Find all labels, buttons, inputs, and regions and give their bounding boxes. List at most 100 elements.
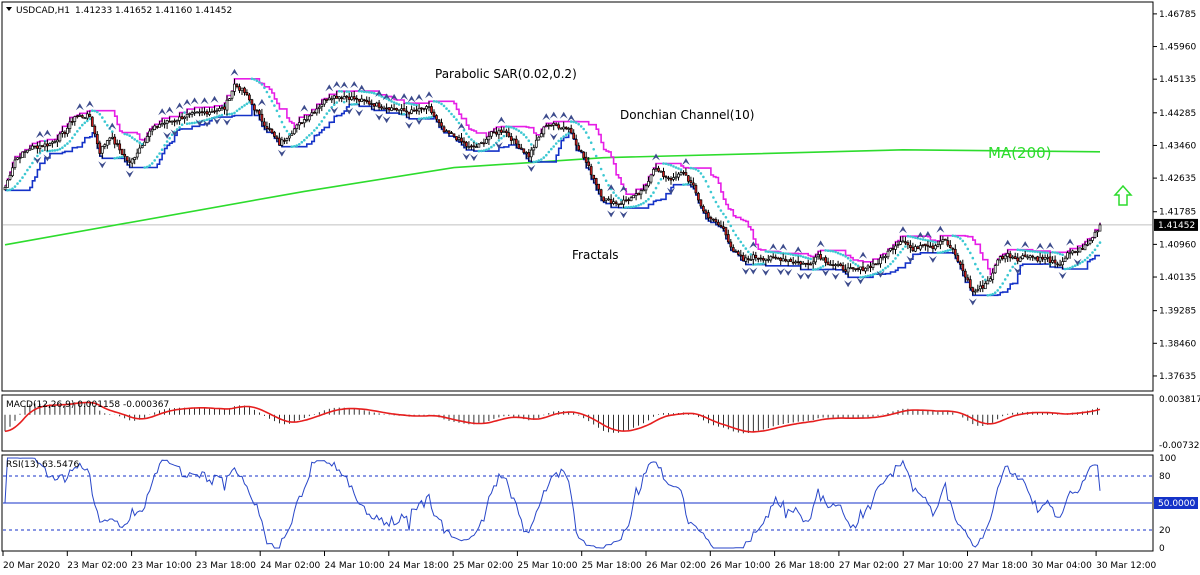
- time-tick-label: 26 Mar 10:00: [710, 561, 770, 571]
- candle-body: [968, 279, 972, 289]
- candle-body: [158, 124, 161, 128]
- candle-body: [470, 145, 473, 148]
- dropdown-triangle-icon[interactable]: [6, 7, 12, 11]
- candle-body: [292, 128, 296, 135]
- sar-dot: [377, 93, 381, 97]
- sar-dot: [647, 197, 650, 201]
- sar-dot: [809, 257, 812, 261]
- candle-body: [85, 113, 89, 119]
- candle-body: [6, 179, 9, 188]
- sar-dot: [86, 119, 89, 123]
- fractal-up-icon: [43, 129, 52, 137]
- candle-body: [1083, 244, 1087, 251]
- candle-body: [465, 142, 468, 147]
- candle-body: [185, 114, 189, 118]
- candle-body: [1026, 256, 1030, 259]
- candle-body: [278, 137, 281, 146]
- candle-body: [410, 109, 413, 114]
- sar-dot: [602, 174, 605, 177]
- sar-dot: [714, 200, 718, 204]
- sar-dot: [123, 132, 126, 136]
- candle-body: [130, 158, 134, 164]
- candle-body: [881, 256, 885, 259]
- sar-dot: [692, 167, 695, 170]
- sar-dot: [342, 100, 346, 104]
- candle-body: [193, 111, 196, 114]
- candle-body: [542, 126, 546, 135]
- sar-dot: [320, 120, 324, 123]
- candle-body: [796, 261, 800, 264]
- candle-body: [280, 139, 284, 146]
- candle-body: [1001, 256, 1005, 259]
- candle-body: [734, 250, 738, 253]
- sar-dot: [764, 250, 768, 253]
- sar-dot: [193, 121, 196, 125]
- fractal-down-icon: [375, 113, 384, 121]
- candle-body: [749, 259, 753, 261]
- candle-body: [75, 115, 79, 118]
- sar-dot: [929, 239, 932, 243]
- candle-body: [93, 125, 97, 135]
- candle-body: [896, 244, 900, 246]
- candle-body: [594, 178, 598, 186]
- candle-body: [387, 107, 391, 111]
- time-tick-label: 23 Mar 10:00: [132, 561, 192, 571]
- candle-body: [939, 240, 942, 245]
- candle-body: [592, 174, 596, 180]
- sar-dot: [495, 141, 498, 145]
- sar-dot: [624, 206, 628, 209]
- sar-dot: [749, 253, 753, 256]
- macd-panel: [1, 394, 1154, 452]
- candle-body: [260, 113, 264, 122]
- sar-dot: [557, 139, 560, 143]
- fractal-up-icon: [816, 240, 825, 248]
- candle-body: [58, 133, 62, 142]
- fractal-up-icon: [35, 130, 44, 138]
- candle-body: [375, 102, 379, 107]
- sar-dot: [844, 255, 847, 258]
- fractal-up-icon: [794, 246, 803, 254]
- candle-body: [320, 104, 324, 107]
- header-symbol: USDCAD,H1: [16, 6, 70, 16]
- sar-dot: [619, 198, 623, 202]
- candle-body: [307, 115, 311, 121]
- fractal-down-icon: [741, 267, 750, 275]
- sar-dot: [1043, 251, 1047, 254]
- sar-dot: [1038, 250, 1042, 254]
- sar-dot: [1028, 249, 1032, 253]
- candle-body: [674, 176, 678, 179]
- sar-dot: [437, 101, 441, 104]
- candle-body: [437, 119, 441, 124]
- candle-body: [816, 254, 820, 258]
- sar-dot: [487, 147, 491, 151]
- candle-body: [746, 258, 750, 260]
- candle-body: [415, 109, 418, 112]
- candle-body: [692, 182, 695, 186]
- sar-dot: [305, 136, 309, 139]
- fractal-up-icon: [357, 84, 366, 92]
- sar-dot: [507, 125, 511, 129]
- fractal-down-icon: [1058, 271, 1067, 279]
- candle-body: [532, 147, 536, 151]
- sar-dot: [480, 149, 483, 153]
- candle-body: [799, 261, 803, 265]
- candle-body: [275, 136, 279, 140]
- sar-dot: [784, 252, 787, 255]
- candle-body: [435, 115, 438, 120]
- candle-body: [41, 145, 44, 147]
- candle-body: [505, 130, 508, 133]
- candle-body: [345, 95, 349, 98]
- sar-dot: [96, 110, 99, 114]
- sar-dot: [998, 285, 1002, 289]
- fractal-down-icon: [844, 280, 853, 288]
- sar-dot: [946, 249, 950, 252]
- fractal-down-icon: [804, 272, 813, 280]
- candle-body: [460, 137, 463, 142]
- time-tick-label: 27 Mar 02:00: [839, 561, 899, 571]
- candle-body: [722, 226, 725, 229]
- candle-body: [759, 257, 763, 260]
- sar-dot: [268, 95, 271, 99]
- fractal-up-icon: [390, 93, 399, 101]
- fractal-down-icon: [549, 133, 558, 141]
- sar-dot: [919, 237, 922, 241]
